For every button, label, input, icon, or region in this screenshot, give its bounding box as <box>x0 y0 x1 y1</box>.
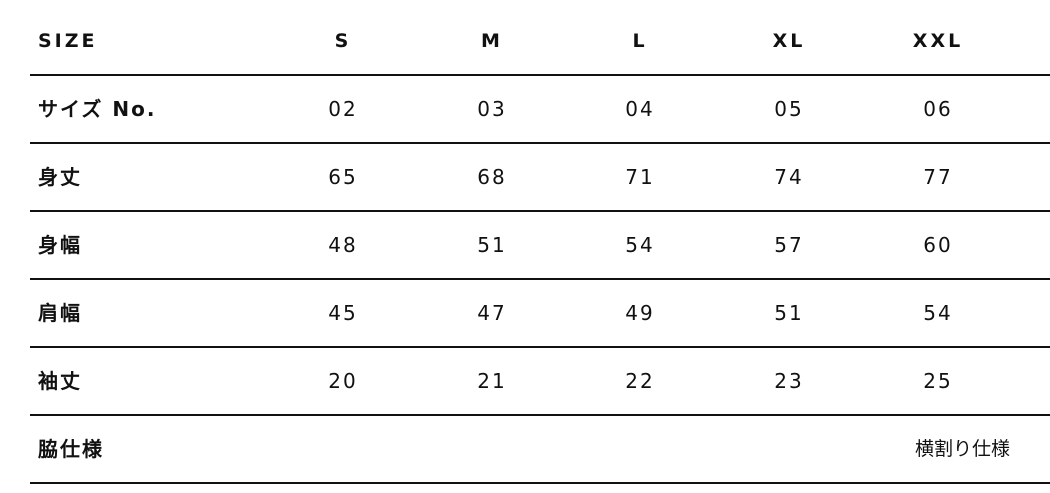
header-label: SIZE <box>38 30 98 52</box>
row-label: 袖丈 <box>38 369 82 393</box>
row-divider <box>30 142 1050 144</box>
row-value: 74 <box>774 165 804 189</box>
row-label: 脇仕様 <box>38 437 104 461</box>
side-spec-value: 横割り仕様 <box>914 438 1010 460</box>
row-value: 20 <box>328 369 358 393</box>
table-bottom-border <box>30 482 1050 484</box>
row-value: 22 <box>625 369 655 393</box>
row-value: 68 <box>477 165 507 189</box>
size-header-xl: XL <box>772 30 806 52</box>
row-label: サイズ No. <box>38 97 157 121</box>
row-value: 71 <box>625 165 655 189</box>
row-value: 60 <box>923 233 953 257</box>
size-header-m: M <box>481 30 503 52</box>
row-value: 49 <box>625 301 655 325</box>
row-value: 02 <box>328 97 358 121</box>
row-value: 21 <box>477 369 507 393</box>
row-label: 肩幅 <box>38 301 82 325</box>
row-label: 身丈 <box>38 165 82 189</box>
row-divider <box>30 346 1050 348</box>
row-value: 77 <box>923 165 953 189</box>
row-value: 51 <box>477 233 507 257</box>
row-label: 身幅 <box>38 233 82 257</box>
row-divider <box>30 278 1050 280</box>
row-divider <box>30 210 1050 212</box>
table-row: 袖丈 20 21 22 23 25 <box>30 347 1050 415</box>
row-value: 48 <box>328 233 358 257</box>
row-value: 51 <box>774 301 804 325</box>
row-value: 23 <box>774 369 804 393</box>
table-row: サイズ No. 02 03 04 05 06 <box>30 75 1050 143</box>
table-row: 身幅 48 51 54 57 60 <box>30 211 1050 279</box>
row-value: 45 <box>328 301 358 325</box>
row-value: 04 <box>625 97 655 121</box>
row-value: 54 <box>625 233 655 257</box>
table-row: 身丈 65 68 71 74 77 <box>30 143 1050 211</box>
table-row-side-spec: 脇仕様 横割り仕様 <box>30 415 1050 483</box>
row-value: 57 <box>774 233 804 257</box>
size-header-s: S <box>334 30 352 52</box>
size-header-l: L <box>632 30 648 52</box>
row-divider <box>30 74 1050 76</box>
row-value: 03 <box>477 97 507 121</box>
size-header-xxl: XXL <box>912 30 964 52</box>
row-value: 06 <box>923 97 953 121</box>
header-row: SIZE S M L XL XXL <box>30 7 1050 75</box>
row-divider <box>30 414 1050 416</box>
row-value: 25 <box>923 369 953 393</box>
table-row: 肩幅 45 47 49 51 54 <box>30 279 1050 347</box>
row-value: 47 <box>477 301 507 325</box>
row-value: 05 <box>774 97 804 121</box>
row-value: 65 <box>328 165 358 189</box>
row-value: 54 <box>923 301 953 325</box>
